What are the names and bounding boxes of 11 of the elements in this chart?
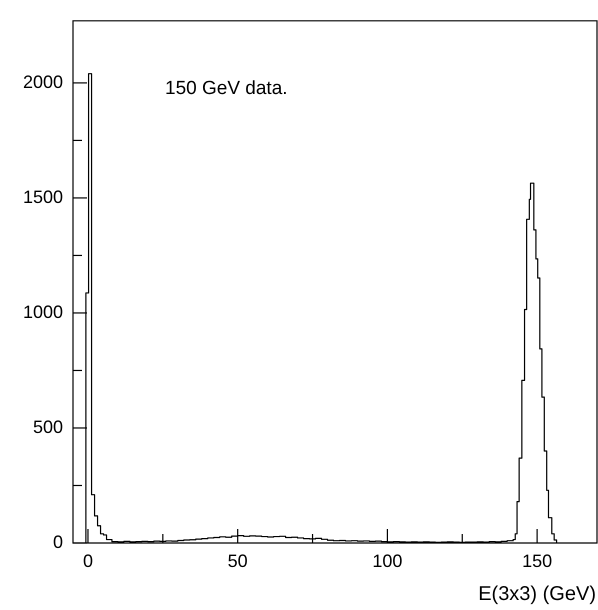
annotation: 150 GeV data. — [165, 78, 288, 99]
x-tick-label: 100 — [372, 550, 402, 571]
y-tick-label: 0 — [52, 532, 63, 552]
y-tick-label: 2000 — [22, 72, 63, 92]
y-tick-label: 1500 — [22, 186, 63, 207]
y-tick-label: 1000 — [22, 302, 63, 322]
y-tick-label: 500 — [32, 416, 63, 437]
x-tick-label: 0 — [82, 550, 93, 571]
x-tick-label: 50 — [228, 550, 248, 571]
x-axis-title: E(3x3) (GeV) — [478, 583, 596, 605]
x-tick-label: 150 — [522, 550, 552, 571]
